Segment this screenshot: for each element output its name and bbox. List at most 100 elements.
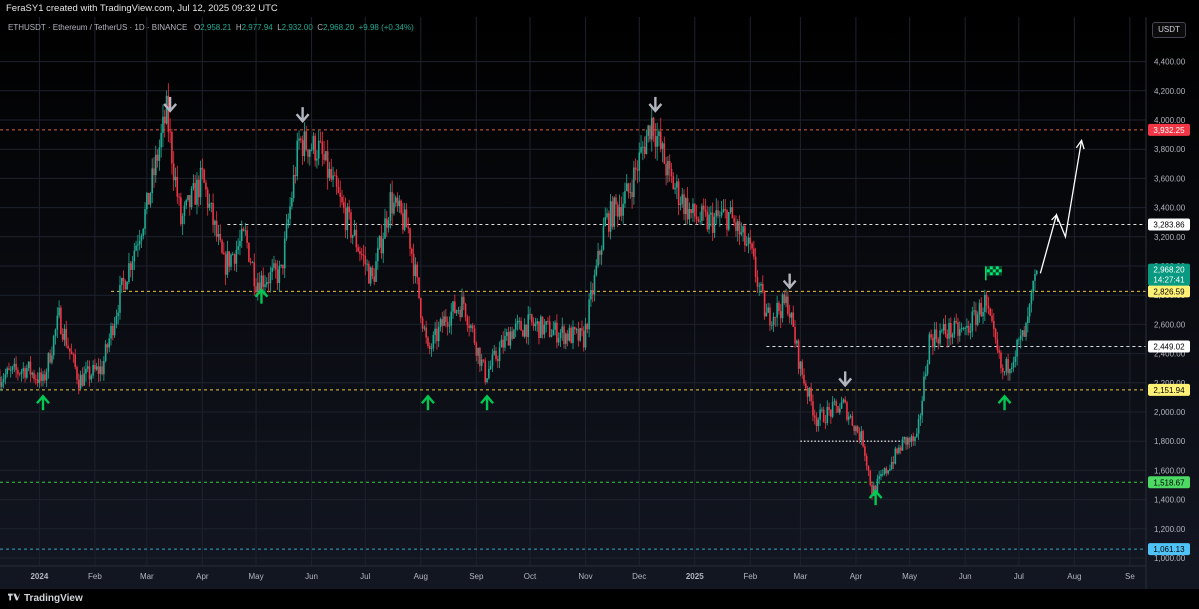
green-up-arrow-icon <box>997 394 1012 411</box>
finish-flag-icon <box>985 266 1002 281</box>
candle-body <box>545 321 547 325</box>
candle-body <box>462 296 465 304</box>
candle-body <box>223 252 225 255</box>
flag-cloth <box>986 266 1002 276</box>
candle-body <box>1021 330 1024 336</box>
candle-body <box>110 325 112 339</box>
candle-body <box>615 197 617 205</box>
chart-canvas[interactable]: 1,000.00 1,200.00 1,400.00 1,600.00 1,800.00… <box>0 17 1199 589</box>
candle-body <box>353 229 356 236</box>
candle-body <box>600 249 603 255</box>
candle-body <box>357 247 359 252</box>
candle-body <box>933 329 936 348</box>
candle-body <box>466 317 469 326</box>
grey-down-arrow-icon <box>648 96 663 113</box>
time-tick-label: Aug <box>1067 572 1081 581</box>
time-tick-label: 2025 <box>686 572 704 581</box>
candle-body <box>824 422 827 423</box>
time-axis[interactable]: 2024 Feb Mar Apr May Jun Jul Aug Sep Oct Nov Dec 202… <box>30 572 1135 581</box>
candle-body <box>273 263 275 268</box>
candle-body <box>534 323 537 327</box>
candle-body <box>303 131 306 157</box>
high-value: 2,977.94 <box>241 23 273 32</box>
candle-body <box>817 419 820 427</box>
candle-body <box>794 326 796 344</box>
candle-body <box>638 152 641 171</box>
candle-body <box>432 335 435 349</box>
candle-body <box>38 372 41 384</box>
candle-body <box>498 347 501 361</box>
candle-body <box>443 316 445 326</box>
currency-button[interactable]: USDT <box>1152 22 1186 38</box>
candle-body <box>140 235 143 241</box>
open-value: 2,958.21 <box>200 23 232 32</box>
candle-body <box>409 228 411 249</box>
candle-body <box>113 324 116 336</box>
level-tag-label: 1,061.13 <box>1153 545 1185 554</box>
candle-body <box>663 143 666 164</box>
candle-body <box>844 399 846 403</box>
candle-body <box>167 95 170 132</box>
candle-body <box>923 376 925 401</box>
candle-body <box>163 116 166 124</box>
tradingview-brand-label: TradingView <box>24 593 83 604</box>
time-tick-label: Jun <box>959 572 972 581</box>
candle-body <box>781 294 784 319</box>
candle-body <box>257 282 259 293</box>
candle-body <box>916 433 918 437</box>
candle-body <box>496 359 499 361</box>
flag-check <box>992 272 996 276</box>
candle-body <box>826 407 829 423</box>
candle-body <box>547 321 549 323</box>
candle-body <box>867 465 870 472</box>
candle-body <box>94 364 96 370</box>
candle-body <box>622 203 624 216</box>
candle-body <box>427 337 429 346</box>
candle-body <box>803 374 805 384</box>
chart-background <box>0 17 1199 589</box>
candle-body <box>484 360 487 383</box>
candle-body <box>788 313 791 318</box>
candle-body <box>196 179 198 205</box>
flag-check <box>998 272 1002 276</box>
candle-body <box>1027 316 1029 324</box>
arrow-head <box>868 489 883 499</box>
candle-body <box>958 329 961 336</box>
candle-body <box>300 138 302 141</box>
candle-body <box>602 226 605 250</box>
candle-body <box>461 296 463 318</box>
candle-body <box>368 263 370 284</box>
candle-body <box>171 132 173 164</box>
candle-body <box>711 212 714 233</box>
candle-body <box>668 160 671 169</box>
candle-body <box>455 310 458 314</box>
candle-body <box>346 206 349 231</box>
candle-body <box>565 333 567 344</box>
candle-body <box>289 206 291 219</box>
candle-body <box>624 191 626 204</box>
candle-body <box>495 350 497 360</box>
candle-body <box>588 299 590 330</box>
candle-body <box>1003 371 1006 373</box>
time-tick-label: May <box>902 572 917 581</box>
candle-body <box>108 338 111 348</box>
candle-body <box>375 261 377 282</box>
candle-body <box>244 230 247 232</box>
candle-body <box>629 191 632 193</box>
candle-body <box>525 324 528 337</box>
candle-body <box>908 437 911 443</box>
candle-body <box>656 136 658 147</box>
candle-body <box>298 138 300 141</box>
candle-body <box>815 417 818 427</box>
candle-body <box>570 327 573 344</box>
candle-body <box>454 301 456 314</box>
candle-body <box>593 274 596 295</box>
price-axis[interactable]: 1,000.00 1,200.00 1,400.00 1,600.00 1,800.00… <box>1154 58 1186 563</box>
candle-body <box>369 267 372 284</box>
candle-body <box>582 330 585 348</box>
candle-body <box>556 322 558 343</box>
candle-body <box>471 325 474 329</box>
flag-check <box>995 269 999 273</box>
open-label: O <box>193 23 201 32</box>
candle-body <box>658 131 660 137</box>
